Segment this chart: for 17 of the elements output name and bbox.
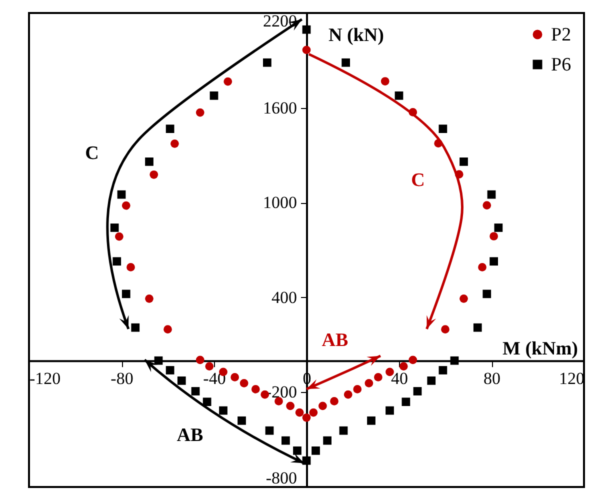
y-tick-label: 400 <box>272 288 297 307</box>
y-tick-label: 1000 <box>263 193 297 212</box>
x-tick-label: 80 <box>484 369 500 388</box>
annotation: AB <box>176 425 204 446</box>
legend-label: P6 <box>551 54 572 76</box>
x-tick-label: -80 <box>110 369 134 388</box>
legend-label: P2 <box>551 24 572 46</box>
annotation: C <box>85 143 99 164</box>
y-tick-label: -200 <box>266 382 297 402</box>
x-tick-label: -120 <box>30 369 61 388</box>
annotation: C <box>411 170 425 191</box>
y-tick-label: -800 <box>266 468 297 488</box>
y-tick-label: 1600 <box>263 98 297 118</box>
annotation: AB <box>322 330 349 351</box>
y-axis-title: N (kN) <box>328 25 384 46</box>
x-axis-title: M (kNm) <box>502 338 578 360</box>
x-tick-label: 40 <box>391 369 408 388</box>
